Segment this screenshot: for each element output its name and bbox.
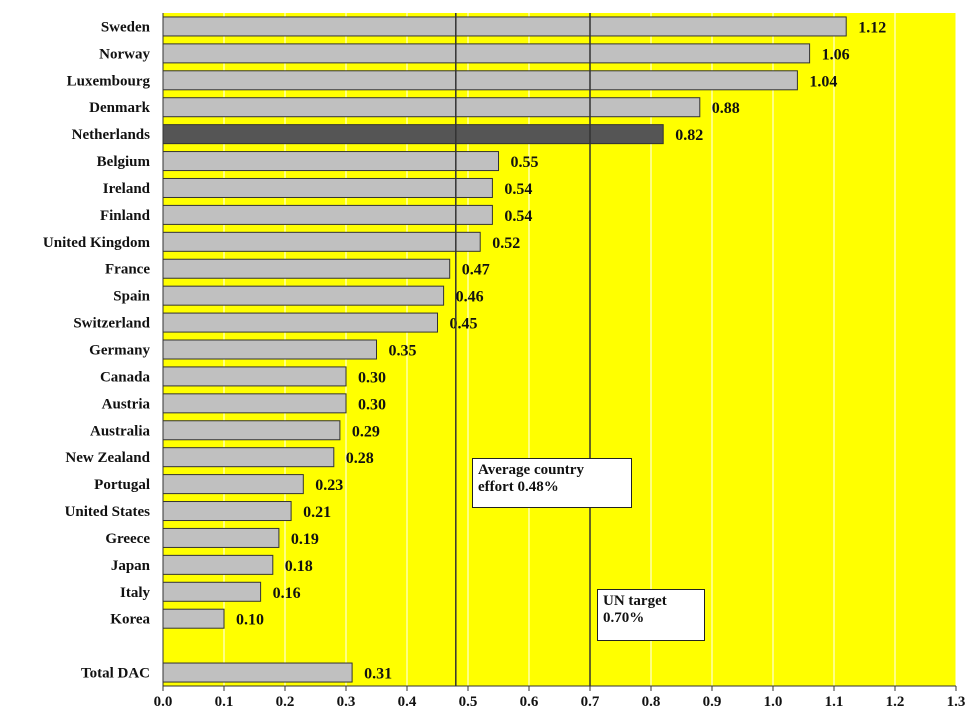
category-label-finland: Finland	[100, 208, 151, 224]
bar-austria	[162, 393, 347, 414]
bar-ireland	[162, 177, 493, 198]
x-tick-label-0-0: 0.0	[154, 694, 173, 710]
average-effort-annotation: Average country effort 0.48%	[472, 458, 632, 508]
x-tick-label-0-9: 0.9	[703, 694, 722, 710]
x-tick-label-1-0: 1.0	[764, 694, 783, 710]
category-label-germany: Germany	[89, 343, 150, 359]
un-target-label-line-2: 0.70%	[603, 610, 645, 626]
category-label-norway: Norway	[99, 46, 150, 62]
value-label-austria: 0.30	[358, 396, 386, 413]
value-label-australia: 0.29	[352, 423, 380, 440]
category-label-denmark: Denmark	[89, 100, 150, 116]
value-label-italy: 0.16	[273, 585, 301, 602]
bar-canada	[162, 366, 347, 387]
bar-total-dac	[162, 662, 353, 683]
category-label-spain: Spain	[113, 289, 150, 305]
x-tick-label-0-8: 0.8	[642, 694, 661, 710]
category-label-japan: Japan	[111, 558, 151, 574]
bar-denmark	[162, 97, 701, 118]
bar-germany	[162, 339, 377, 360]
category-label-united-kingdom: United Kingdom	[43, 235, 151, 251]
x-tick-label-1-3: 1.3	[947, 694, 966, 710]
value-label-new-zealand: 0.28	[346, 450, 374, 467]
x-tick-label-0-1: 0.1	[215, 694, 234, 710]
value-label-luxembourg: 1.04	[809, 73, 837, 90]
value-label-denmark: 0.88	[712, 100, 740, 117]
category-label-france: France	[105, 262, 150, 278]
average-effort-label-line-2: effort 0.48%	[478, 479, 559, 495]
category-label-belgium: Belgium	[97, 154, 151, 170]
bar-japan	[162, 554, 274, 575]
category-label-australia: Australia	[90, 423, 151, 439]
x-tick-label-0-3: 0.3	[337, 694, 356, 710]
un-target-annotation: UN target 0.70%	[597, 589, 705, 641]
bar-sweden	[162, 16, 847, 37]
value-label-greece: 0.19	[291, 531, 319, 548]
bar-australia	[162, 420, 341, 441]
value-label-switzerland: 0.45	[450, 316, 478, 333]
value-label-france: 0.47	[462, 262, 490, 279]
x-tick-label-0-7: 0.7	[581, 694, 600, 710]
category-label-canada: Canada	[100, 369, 151, 385]
category-label-sweden: Sweden	[101, 19, 151, 35]
value-label-spain: 0.46	[456, 289, 484, 306]
value-label-korea: 0.10	[236, 612, 264, 629]
category-label-luxembourg: Luxembourg	[67, 73, 151, 89]
bar-norway	[162, 43, 811, 64]
x-tick-label-1-2: 1.2	[886, 694, 905, 710]
value-label-united-kingdom: 0.52	[492, 235, 520, 252]
category-label-switzerland: Switzerland	[73, 316, 150, 332]
category-label-austria: Austria	[102, 396, 151, 412]
category-label-new-zealand: New Zealand	[65, 450, 150, 466]
value-label-belgium: 0.55	[511, 154, 539, 171]
bar-korea	[162, 608, 225, 629]
category-label-total-dac: Total DAC	[81, 666, 150, 682]
value-label-germany: 0.35	[389, 343, 417, 360]
bar-luxembourg	[162, 70, 798, 91]
bar-portugal	[162, 474, 304, 495]
un-target-label-line-1: UN target	[603, 593, 667, 609]
category-label-italy: Italy	[120, 585, 151, 601]
average-effort-label-line-1: Average country	[478, 462, 584, 478]
bar-spain	[162, 285, 445, 306]
category-label-greece: Greece	[105, 531, 150, 547]
value-label-finland: 0.54	[504, 208, 532, 225]
value-label-sweden: 1.12	[858, 19, 886, 36]
x-tick-label-0-6: 0.6	[520, 694, 539, 710]
value-label-ireland: 0.54	[504, 181, 532, 198]
bar-new-zealand	[162, 447, 335, 468]
bar-greece	[162, 527, 280, 548]
category-label-portugal: Portugal	[94, 477, 150, 493]
category-label-korea: Korea	[110, 612, 150, 628]
x-tick-label-0-4: 0.4	[398, 694, 417, 710]
bar-france	[162, 258, 451, 279]
bar-finland	[162, 204, 493, 225]
bar-switzerland	[162, 312, 438, 333]
value-label-netherlands: 0.82	[675, 127, 703, 144]
bar-italy	[162, 581, 262, 602]
category-label-ireland: Ireland	[103, 181, 151, 197]
value-label-canada: 0.30	[358, 369, 386, 386]
value-label-norway: 1.06	[822, 46, 850, 63]
category-label-netherlands: Netherlands	[72, 127, 150, 143]
value-label-japan: 0.18	[285, 558, 313, 575]
x-tick-label-1-1: 1.1	[825, 694, 844, 710]
value-label-portugal: 0.23	[315, 477, 343, 494]
x-tick-label-0-5: 0.5	[459, 694, 478, 710]
value-label-total-dac: 0.31	[364, 666, 392, 683]
x-tick-label-0-2: 0.2	[276, 694, 295, 710]
bar-united-states	[162, 501, 292, 522]
bar-belgium	[162, 151, 499, 172]
category-label-united-states: United States	[65, 504, 151, 520]
value-label-united-states: 0.21	[303, 504, 331, 521]
bar-united-kingdom	[162, 231, 481, 252]
bar-netherlands	[162, 124, 664, 145]
